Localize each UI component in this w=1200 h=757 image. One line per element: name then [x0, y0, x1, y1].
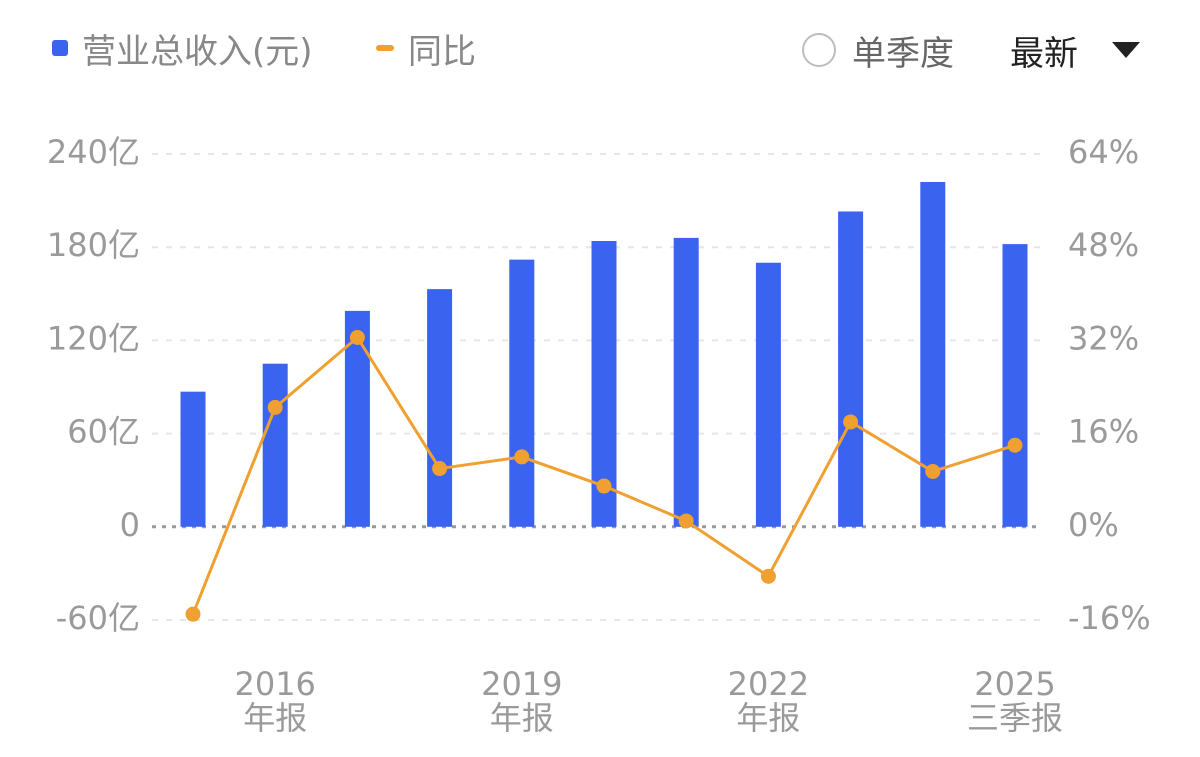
point-yoy	[596, 478, 612, 494]
x-tick-label-year: 2022	[728, 665, 809, 703]
bar-revenue	[1002, 244, 1028, 527]
point-yoy	[678, 513, 694, 529]
bar-revenue	[755, 262, 781, 527]
bar-revenue	[344, 310, 370, 527]
right-tick-label: 48%	[1068, 226, 1139, 264]
point-yoy	[760, 568, 776, 584]
radio-circle-icon[interactable]	[802, 33, 836, 67]
bar-revenue	[509, 259, 535, 527]
point-yoy	[843, 414, 859, 430]
point-yoy	[1007, 437, 1023, 453]
caret-down-icon[interactable]	[1112, 42, 1140, 58]
x-tick-label-period: 年报	[243, 699, 307, 737]
bar-layer	[180, 181, 1028, 527]
bar-revenue	[180, 391, 206, 527]
bar-revenue	[673, 237, 699, 527]
right-tick-label: 64%	[1068, 133, 1139, 171]
right-tick-label: 0%	[1068, 506, 1119, 544]
point-yoy	[432, 461, 448, 477]
single-quarter-label: 单季度	[852, 33, 954, 74]
point-yoy	[514, 449, 530, 465]
right-axis-layer: -16% 0% 16% 32% 48% 64%	[1068, 133, 1151, 637]
single-quarter-toggle[interactable]: 单季度	[802, 26, 954, 74]
left-tick-label: 240亿	[47, 133, 140, 171]
grid-layer	[152, 153, 1042, 621]
legend-item-revenue: 营业总收入(元)	[52, 26, 313, 72]
legend-bar-swatch	[52, 40, 68, 56]
left-axis-layer: -60亿 0 60亿 120亿 180亿 240亿	[47, 133, 140, 637]
line-layer	[185, 329, 1023, 622]
x-tick-label-period: 年报	[736, 699, 800, 737]
legend-label-revenue: 营业总收入(元)	[82, 31, 313, 72]
bar-revenue	[262, 363, 288, 527]
left-tick-label: 180亿	[47, 226, 140, 264]
legend-line-swatch	[376, 45, 394, 51]
left-tick-label: -60亿	[56, 599, 140, 637]
point-yoy	[925, 463, 941, 479]
right-tick-label: -16%	[1068, 599, 1151, 637]
period-dropdown[interactable]: 最新	[1010, 26, 1140, 74]
legend-label-yoy: 同比	[408, 31, 476, 72]
point-yoy	[349, 329, 365, 345]
x-tick-label-year: 2016	[234, 665, 315, 703]
left-tick-label: 0	[120, 506, 140, 544]
x-tick-label-year: 2019	[481, 665, 562, 703]
x-tick-label-period: 三季报	[967, 699, 1063, 737]
point-yoy	[185, 606, 201, 622]
legend-item-yoy: 同比	[376, 26, 476, 72]
chart-header: 营业总收入(元) 同比 单季度 最新	[0, 0, 1200, 100]
bar-revenue	[838, 211, 864, 527]
left-tick-label: 60亿	[67, 413, 140, 451]
x-tick-label-year: 2025	[974, 665, 1055, 703]
left-tick-label: 120亿	[47, 319, 140, 357]
bar-revenue	[427, 289, 453, 527]
right-tick-label: 32%	[1068, 319, 1139, 357]
period-dropdown-label: 最新	[1010, 33, 1078, 74]
x-tick-label-period: 年报	[490, 699, 554, 737]
right-tick-label: 16%	[1068, 413, 1139, 451]
point-yoy	[267, 399, 283, 415]
